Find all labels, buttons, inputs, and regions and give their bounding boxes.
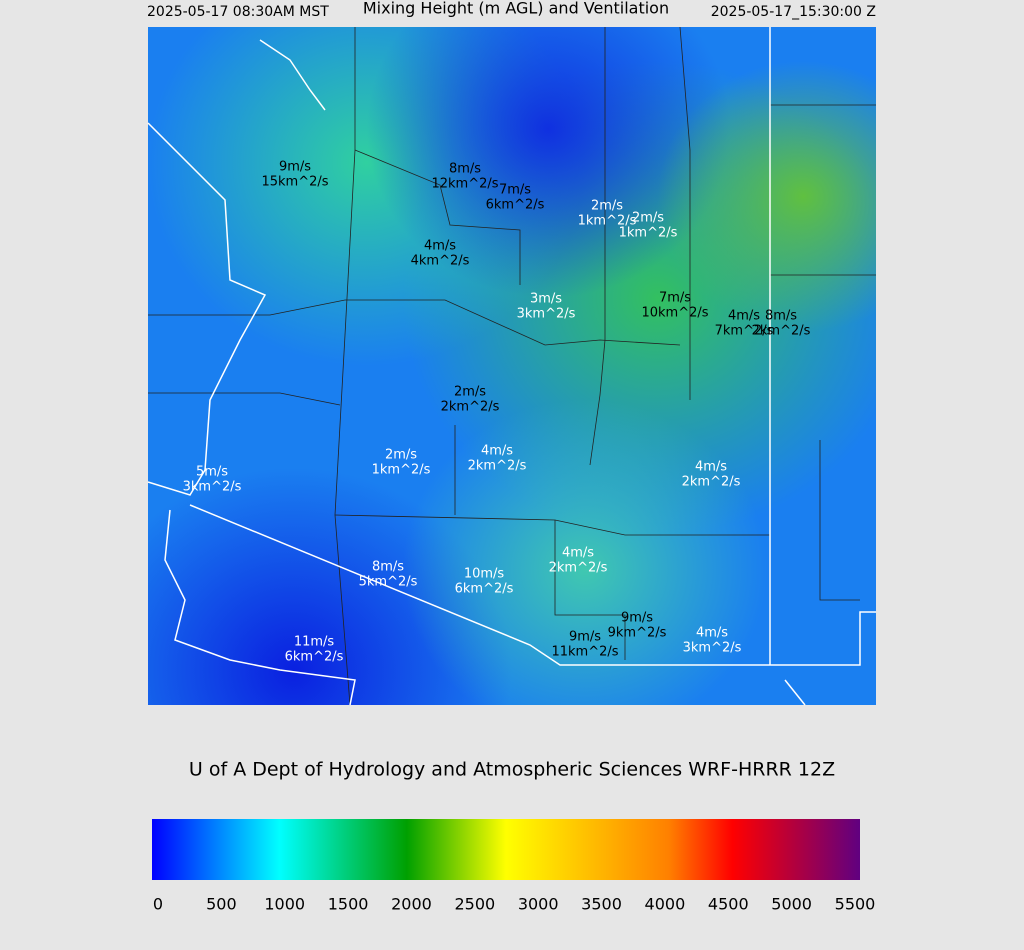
wind-speed: 2m/s: [632, 211, 664, 226]
valid-time-utc: 2025-05-17_15:30:00 Z: [711, 4, 876, 20]
valid-time-local: 2025-05-17 08:30AM MST: [147, 4, 329, 20]
colorbar-tick-label: 5500: [835, 895, 876, 914]
colorbar-tick-label: 2500: [454, 895, 495, 914]
wind-speed: 7m/s: [499, 183, 531, 198]
ventilation: 10km^2/s: [641, 306, 708, 321]
wind-speed: 8m/s: [765, 309, 797, 324]
ventilation: 7km^2/s: [715, 324, 774, 339]
state-lines: [147, 27, 876, 706]
wind-speed: 4m/s: [424, 239, 456, 254]
ventilation: 3km^2/s: [183, 480, 242, 495]
field-shade: [148, 27, 876, 705]
colorbar: [152, 819, 860, 880]
wind-speed: 4m/s: [728, 309, 760, 324]
ventilation: 15km^2/s: [261, 175, 328, 190]
ventilation: 6km^2/s: [486, 198, 545, 213]
wind-speed: 4m/s: [696, 626, 728, 641]
colorbar-tick-label: 5000: [771, 895, 812, 914]
ventilation: 6km^2/s: [285, 650, 344, 665]
ventilation: 2km^2/s: [468, 459, 527, 474]
map: [147, 26, 876, 706]
wind-speed: 9m/s: [279, 160, 311, 175]
ventilation: 2km^2/s: [682, 475, 741, 490]
wind-speed: 2m/s: [385, 448, 417, 463]
wind-speed: 5m/s: [196, 465, 228, 480]
credit: U of A Dept of Hydrology and Atmospheric…: [189, 759, 835, 781]
colorbar-tick-label: 1000: [264, 895, 305, 914]
wind-speed: 10m/s: [464, 567, 505, 582]
ventilation: 3km^2/s: [517, 307, 576, 322]
wind-speed: 9m/s: [569, 630, 601, 645]
colorbar-tick-label: 2000: [391, 895, 432, 914]
colorbar-tick-label: 3000: [518, 895, 559, 914]
wind-speed: 4m/s: [562, 546, 594, 561]
ventilation: 5km^2/s: [359, 575, 418, 590]
wind-speed: 8m/s: [372, 560, 404, 575]
colorbar-tick-label: 4500: [708, 895, 749, 914]
map-title: Mixing Height (m AGL) and Ventilation: [363, 0, 669, 18]
wind-speed: 8m/s: [449, 162, 481, 177]
ventilation: 1km^2/s: [619, 226, 678, 241]
ventilation: 4km^2/s: [411, 254, 470, 269]
ventilation: 2km^2/s: [549, 561, 608, 576]
county-lines: [148, 26, 876, 706]
colorbar-tick-label: 500: [206, 895, 237, 914]
colorbar-tick-label: 1500: [328, 895, 369, 914]
colorbar-tick-label: 0: [153, 895, 163, 914]
colorbar-ticks: 0 500 1000 1500 2000 2500 3000 3500 4000 4500 5000…: [153, 895, 875, 914]
ventilation: 2km^2/s: [441, 400, 500, 415]
wind-speed: 4m/s: [481, 444, 513, 459]
wind-speed: 11m/s: [294, 635, 335, 650]
ventilation: 6km^2/s: [455, 582, 514, 597]
wind-speed: 2m/s: [591, 199, 623, 214]
ventilation: 12km^2/s: [431, 177, 498, 192]
ventilation: 11km^2/s: [551, 645, 618, 660]
colorbar-tick-label: 4000: [645, 895, 686, 914]
ventilation: 1km^2/s: [372, 463, 431, 478]
ventilation: 9km^2/s: [608, 626, 667, 641]
wind-speed: 9m/s: [621, 611, 653, 626]
wind-speed: 7m/s: [659, 291, 691, 306]
wind-speed: 2m/s: [454, 385, 486, 400]
ventilation: 1km^2/s: [578, 214, 637, 229]
ventilation: 3km^2/s: [683, 641, 742, 656]
ventilation: 2km^2/s: [752, 324, 811, 339]
wind-speed: 4m/s: [695, 460, 727, 475]
colorbar-tick-label: 3500: [581, 895, 622, 914]
wind-speed: 3m/s: [530, 292, 562, 307]
